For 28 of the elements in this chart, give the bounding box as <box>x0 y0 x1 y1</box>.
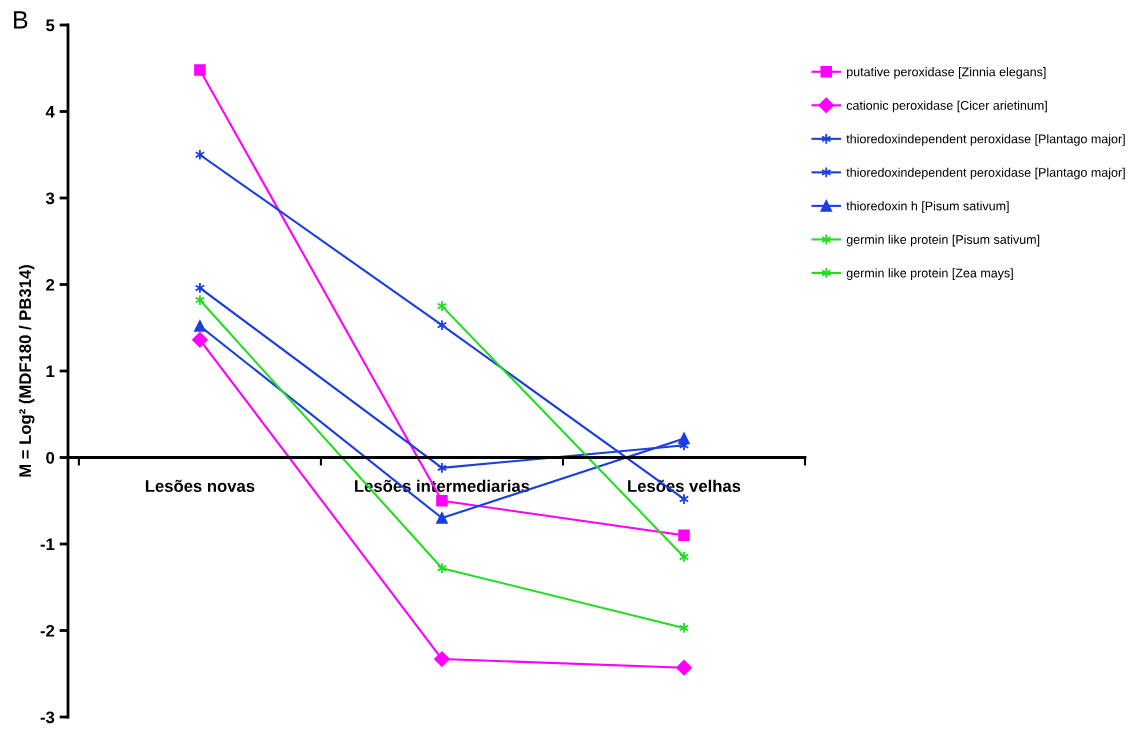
legend-label: putative peroxidase [Zinnia elegans] <box>847 67 1046 79</box>
y-axis-title: M = Log² (MDF180 / PB314) <box>18 265 35 477</box>
y-tick-label: 4 <box>45 106 55 118</box>
point <box>434 651 450 667</box>
y-tick-label: -2 <box>40 624 55 637</box>
y-tick-label: 0 <box>46 451 55 464</box>
legend-label: thioredoxindependent peroxidase [Plantago major] <box>846 167 1125 180</box>
point <box>436 512 448 524</box>
legend-label: germin like protein [Zea mays] <box>846 268 1013 280</box>
x-tick-label: Lesões novas <box>145 479 255 492</box>
point <box>192 332 208 348</box>
point <box>194 320 206 332</box>
point <box>676 659 692 676</box>
y-tick-label: -1 <box>40 538 55 551</box>
point <box>678 529 690 542</box>
y-tick-label: 5 <box>46 19 55 32</box>
y-tick-label: 3 <box>45 192 55 205</box>
legend-label: cationic peroxidase [Cicer arietinum] <box>846 100 1047 113</box>
legend-label: germin like protein [Pisum sativum] <box>846 234 1040 247</box>
legend-label: thioredoxin h [Pisum sativum] <box>846 201 1009 213</box>
y-tick-label: 2 <box>46 278 55 291</box>
legend-label: thioredoxindependent peroxidase [Plantago major] <box>846 134 1125 146</box>
point <box>194 64 206 76</box>
point <box>678 432 690 445</box>
y-tick-label: -3 <box>40 711 55 724</box>
point <box>436 494 448 507</box>
y-tick-label: 1 <box>46 365 55 378</box>
chart-title: B <box>14 11 28 29</box>
